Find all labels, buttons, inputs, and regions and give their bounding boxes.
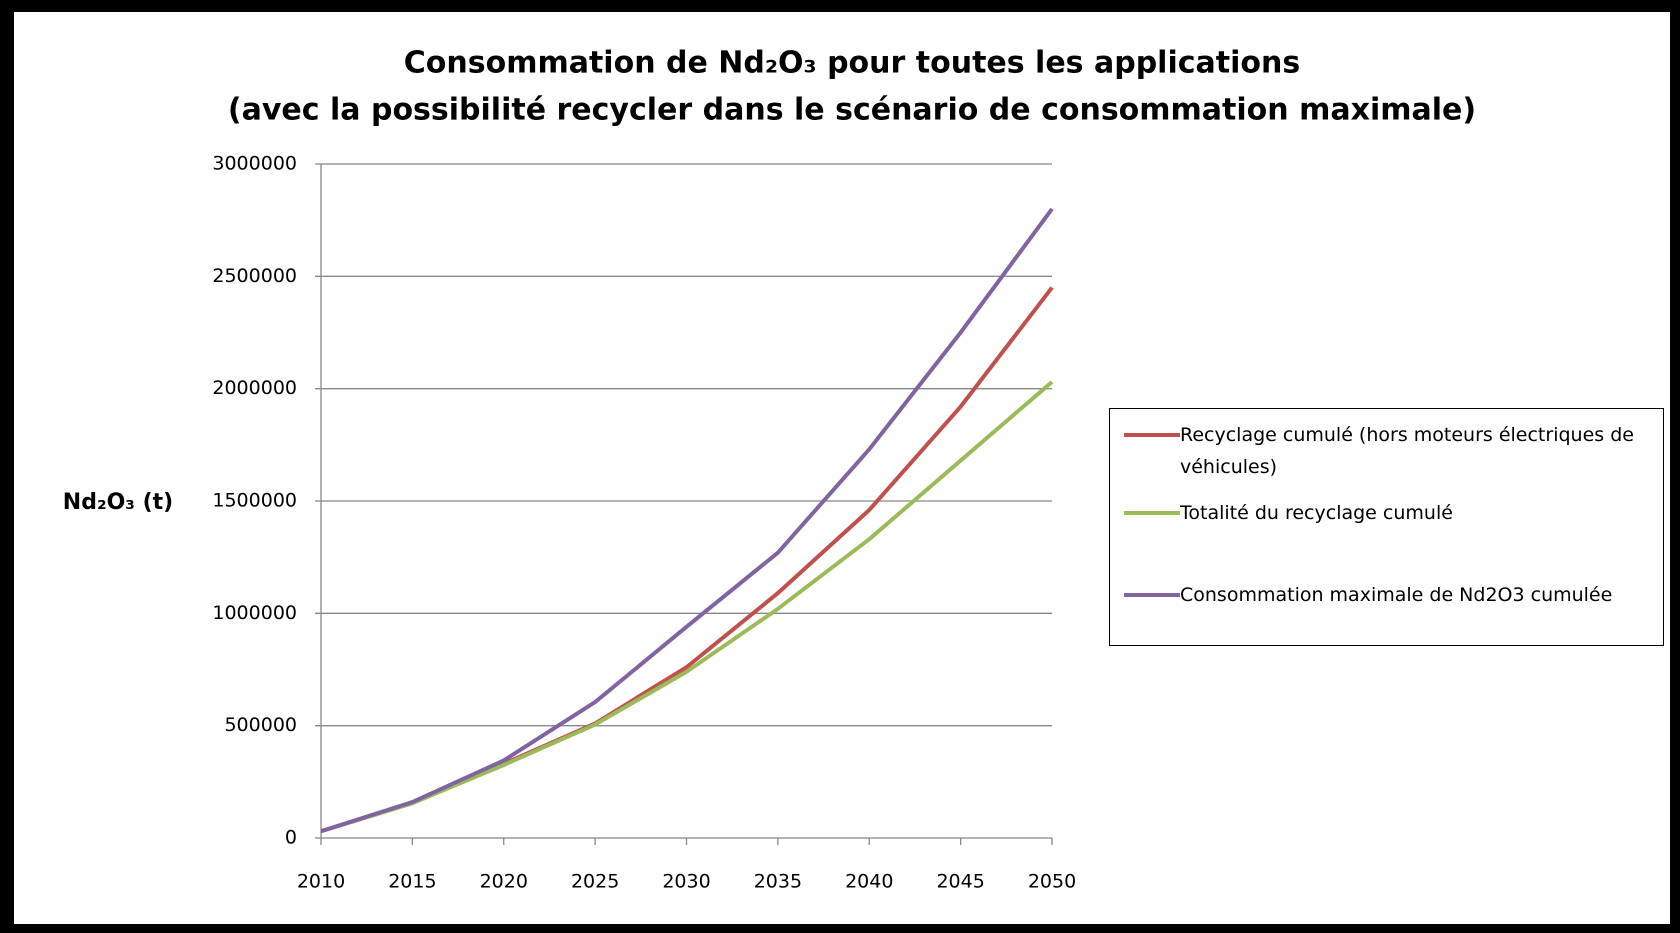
x-tick-label: 2035	[754, 871, 802, 893]
chart-title: Consommation de Nd₂O₃ pour toutes les ap…	[404, 46, 1300, 81]
legend-label: Recyclage cumulé (hors moteurs électriqu…	[1180, 424, 1634, 478]
legend: Recyclage cumulé (hors moteurs électriqu…	[1109, 408, 1664, 646]
chart-subtitle: (avec la possibilité recycler dans le sc…	[228, 93, 1476, 128]
legend-label: Consommation maximale de Nd2O3 cumulée	[1180, 584, 1613, 606]
legend-label: Totalité du recyclage cumulé	[1180, 502, 1453, 524]
series-line	[320, 380, 1054, 834]
x-tick-label: 2030	[662, 871, 710, 893]
x-tick-label: 2025	[571, 871, 619, 893]
series-line	[320, 286, 1054, 834]
y-tick-label: 0	[285, 827, 297, 849]
y-tick-label: 1500000	[212, 490, 297, 512]
legend-swatch	[1124, 511, 1180, 515]
y-tick-label: 1000000	[212, 602, 297, 624]
legend-swatch	[1124, 433, 1180, 437]
y-tick-label: 3000000	[212, 153, 297, 175]
x-tick-label: 2015	[388, 871, 436, 893]
y-tick-label: 2000000	[212, 377, 297, 399]
y-tick-label: 500000	[224, 714, 297, 736]
x-tick-label: 2050	[1028, 871, 1076, 893]
y-axis-label: Nd₂O₃ (t)	[63, 490, 173, 515]
x-tick-label: 2020	[480, 871, 528, 893]
x-tick-label: 2010	[297, 871, 345, 893]
legend-swatch	[1124, 593, 1180, 597]
x-tick-label: 2040	[845, 871, 893, 893]
y-tick-label: 2500000	[212, 265, 297, 287]
x-tick-label: 2045	[936, 871, 984, 893]
series-line	[320, 207, 1054, 834]
